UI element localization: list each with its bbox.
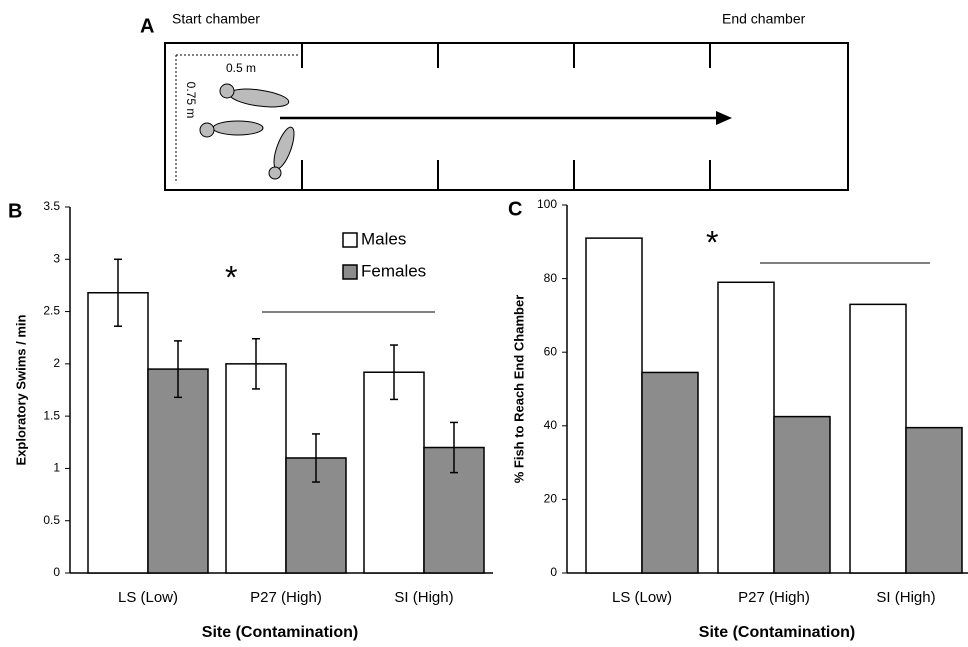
legend-label: Males bbox=[361, 229, 406, 248]
y-tick-label: 2.5 bbox=[43, 304, 60, 318]
x-axis-label: Site (Contamination) bbox=[699, 624, 855, 641]
bar bbox=[905, 426, 963, 574]
error-bar bbox=[450, 421, 458, 474]
y-tick-label: 3 bbox=[53, 251, 60, 265]
legend-swatch bbox=[342, 232, 358, 248]
bar bbox=[773, 415, 831, 574]
x-tick-label: SI (High) bbox=[394, 589, 453, 606]
tank bbox=[164, 42, 849, 191]
y-tick-label: 0.5 bbox=[43, 513, 60, 527]
y-tick-label: 1.5 bbox=[43, 408, 60, 422]
height-label: 0.75 m bbox=[184, 82, 198, 119]
x-tick-label: LS (Low) bbox=[612, 589, 672, 606]
bar bbox=[585, 237, 643, 574]
bar bbox=[363, 371, 425, 574]
y-tick-label: 0 bbox=[53, 565, 60, 579]
error-bar bbox=[390, 344, 398, 401]
annotation: * bbox=[225, 259, 237, 295]
panel-label: B bbox=[8, 200, 22, 222]
dividers bbox=[301, 43, 711, 190]
arrow-head bbox=[716, 111, 732, 125]
y-tick-label: 2 bbox=[53, 356, 60, 370]
y-tick-label: 0 bbox=[550, 565, 557, 579]
x-tick-label: P27 (High) bbox=[738, 589, 810, 606]
y-tick-label: 1 bbox=[53, 461, 60, 475]
y-tick-label: 40 bbox=[544, 418, 558, 432]
x-tick-label: LS (Low) bbox=[118, 589, 178, 606]
bar bbox=[717, 281, 775, 574]
y-tick-label: 3.5 bbox=[43, 199, 60, 213]
error-bar bbox=[174, 340, 182, 399]
bar bbox=[641, 371, 699, 574]
bar bbox=[147, 368, 209, 574]
x-tick-label: P27 (High) bbox=[250, 589, 322, 606]
start-label: Start chamber bbox=[172, 11, 260, 27]
legend-swatch bbox=[342, 264, 358, 280]
bar bbox=[849, 303, 907, 574]
error-bar bbox=[312, 433, 320, 483]
y-axis-label: Exploratory Swims / min bbox=[13, 314, 28, 465]
y-axis-label: % Fish to Reach End Chamber bbox=[511, 295, 526, 484]
bar bbox=[225, 363, 287, 574]
y-tick-label: 100 bbox=[537, 197, 557, 211]
x-tick-label: SI (High) bbox=[876, 589, 935, 606]
legend-label: Females bbox=[361, 261, 426, 280]
x-axis-label: Site (Contamination) bbox=[202, 624, 358, 641]
dimension-lines bbox=[175, 54, 300, 182]
panel-label: C bbox=[508, 198, 522, 220]
width-label: 0.5 m bbox=[226, 61, 256, 75]
y-tick-label: 20 bbox=[544, 492, 558, 506]
end-label: End chamber bbox=[722, 11, 806, 27]
error-bar bbox=[252, 338, 260, 390]
annotation: * bbox=[706, 224, 718, 260]
y-tick-label: 80 bbox=[544, 271, 558, 285]
fish bbox=[199, 83, 295, 180]
y-tick-label: 60 bbox=[544, 344, 558, 358]
panel-label: A bbox=[140, 15, 154, 37]
error-bar bbox=[114, 258, 122, 327]
bar bbox=[87, 291, 149, 574]
